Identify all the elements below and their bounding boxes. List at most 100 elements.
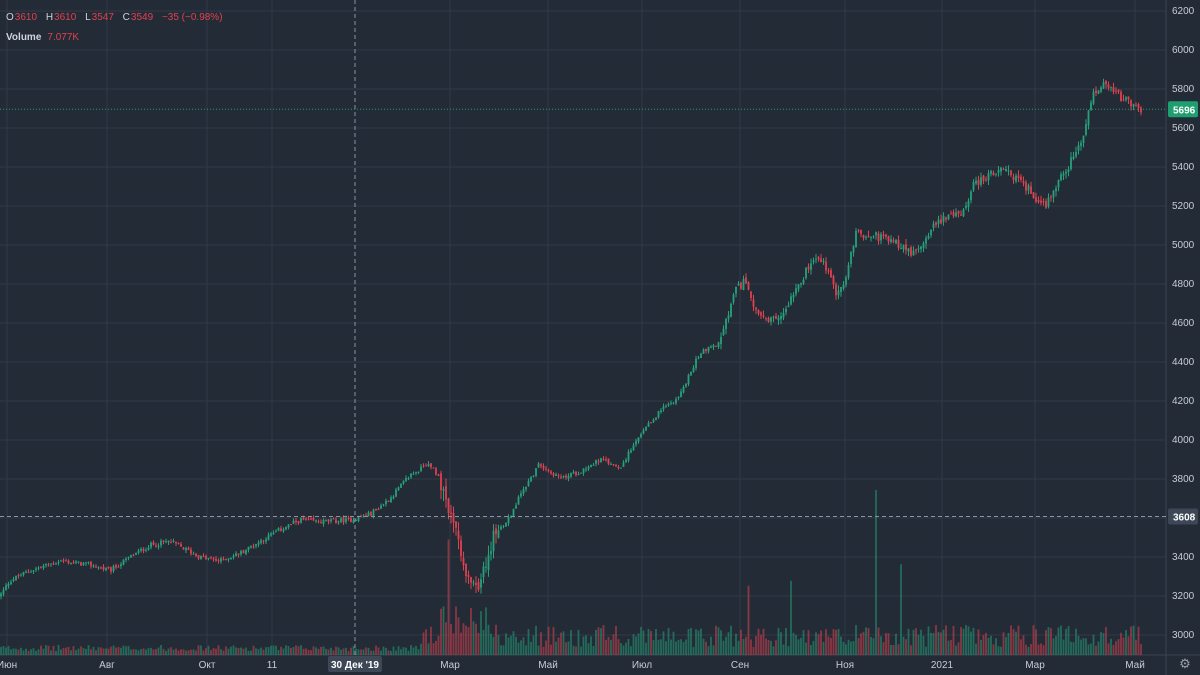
time-tick-label: Мар bbox=[440, 660, 460, 671]
volume-bar bbox=[772, 646, 775, 655]
volume-bar bbox=[502, 645, 505, 655]
volume-bar bbox=[737, 640, 740, 655]
volume-bar bbox=[75, 650, 77, 655]
volume-bar bbox=[755, 635, 757, 655]
volume-bar bbox=[982, 635, 985, 655]
candle-body bbox=[317, 521, 320, 523]
volume-bar bbox=[40, 645, 42, 655]
volume-bar bbox=[582, 636, 585, 655]
volume-bar bbox=[182, 649, 185, 655]
candle-body bbox=[67, 560, 70, 564]
volume-bar bbox=[50, 650, 52, 655]
volume-bar bbox=[1022, 635, 1025, 655]
volume-bar bbox=[230, 646, 232, 655]
candle-body bbox=[552, 473, 555, 476]
volume-bar bbox=[972, 627, 975, 655]
candle-body bbox=[840, 286, 842, 293]
volume-bar bbox=[635, 636, 637, 655]
candle-body bbox=[190, 549, 192, 554]
candle-body bbox=[795, 288, 797, 294]
candle-body bbox=[755, 307, 757, 310]
volume-bar bbox=[302, 648, 305, 655]
candle-body bbox=[542, 466, 545, 469]
candle-body bbox=[230, 557, 232, 559]
candle-body bbox=[312, 517, 315, 521]
candle-body bbox=[575, 471, 577, 476]
volume-bar bbox=[682, 642, 685, 655]
volume-bar bbox=[420, 643, 422, 655]
candle-body bbox=[410, 473, 412, 478]
candle-body bbox=[120, 564, 122, 567]
volume-bar bbox=[1027, 646, 1030, 655]
candle-body bbox=[372, 509, 375, 517]
candle-body bbox=[635, 440, 637, 445]
volume-bar bbox=[820, 630, 822, 655]
volume-bar bbox=[1072, 642, 1075, 655]
volume-bar bbox=[520, 640, 522, 655]
candle-body bbox=[287, 524, 290, 528]
candle-body bbox=[1052, 190, 1055, 198]
volume-bar bbox=[122, 645, 125, 655]
volume-bar bbox=[1060, 625, 1062, 655]
candle-body bbox=[27, 571, 30, 573]
volume-bar bbox=[842, 641, 845, 655]
price-tick-label: 4200 bbox=[1172, 396, 1195, 407]
candle-body bbox=[685, 383, 687, 387]
volume-bar bbox=[365, 647, 367, 655]
volume-bar bbox=[932, 632, 935, 655]
time-tick-label: Мар bbox=[1025, 660, 1045, 671]
volume-bar bbox=[802, 629, 805, 655]
candle-body bbox=[267, 534, 270, 541]
volume-bar bbox=[232, 645, 235, 655]
candle-body bbox=[710, 346, 712, 348]
candle-body bbox=[942, 215, 945, 222]
volume-bar bbox=[1117, 639, 1120, 655]
volume-bar bbox=[537, 645, 540, 655]
candle-body bbox=[307, 518, 310, 520]
volume-bar bbox=[1135, 639, 1137, 655]
candle-body bbox=[725, 318, 727, 329]
candle-body bbox=[0, 593, 2, 597]
crosshair-price-label: 3608 bbox=[1173, 512, 1196, 523]
volume-bar bbox=[130, 649, 132, 655]
candle-body bbox=[530, 476, 532, 482]
volume-bar bbox=[947, 640, 950, 655]
candle-body bbox=[837, 290, 840, 296]
candle-body bbox=[412, 473, 415, 475]
candle-body bbox=[677, 396, 680, 399]
candle-body bbox=[980, 177, 982, 185]
candle-body bbox=[927, 235, 930, 239]
candle-body bbox=[305, 518, 307, 520]
price-tick-label: 6200 bbox=[1172, 6, 1195, 17]
candle-body bbox=[505, 522, 507, 527]
high-value: 3610 bbox=[54, 12, 77, 23]
gear-icon[interactable]: ⚙ bbox=[1179, 656, 1191, 671]
candle-body bbox=[345, 518, 347, 523]
volume-bar bbox=[955, 645, 957, 655]
candle-body bbox=[155, 545, 157, 547]
candle-body bbox=[105, 567, 107, 571]
time-axis[interactable]: Июн Авг Окт 11 Мар Май Июл Сен Ноя 2021 Мар Май 30 Д… bbox=[0, 656, 1145, 672]
volume-bar bbox=[872, 638, 875, 655]
candle-body bbox=[670, 402, 672, 404]
volume-bar bbox=[477, 632, 480, 655]
candle-body bbox=[897, 239, 900, 248]
candle-body bbox=[87, 562, 90, 564]
candle-body bbox=[1070, 157, 1072, 170]
candle-body bbox=[482, 566, 485, 578]
volume-bar bbox=[685, 639, 687, 655]
volume-bar bbox=[835, 629, 837, 655]
candle-body bbox=[1025, 182, 1027, 191]
candle-body bbox=[690, 371, 692, 376]
crosshair-price-tag bbox=[1168, 508, 1198, 525]
volume-bar bbox=[695, 629, 697, 655]
candle-body bbox=[25, 571, 27, 573]
volume-bar bbox=[500, 645, 502, 655]
chart-legend: O3610 H3610 L3547 C3549 −35 (−0.98%) Vol… bbox=[6, 8, 229, 48]
low-key: L bbox=[85, 12, 91, 23]
candle-body bbox=[1035, 197, 1037, 202]
time-tick-label: Май bbox=[538, 660, 558, 671]
candle-body bbox=[800, 282, 802, 285]
price-axis[interactable]: 3000320034003600380040004200440046004800… bbox=[1168, 6, 1198, 641]
